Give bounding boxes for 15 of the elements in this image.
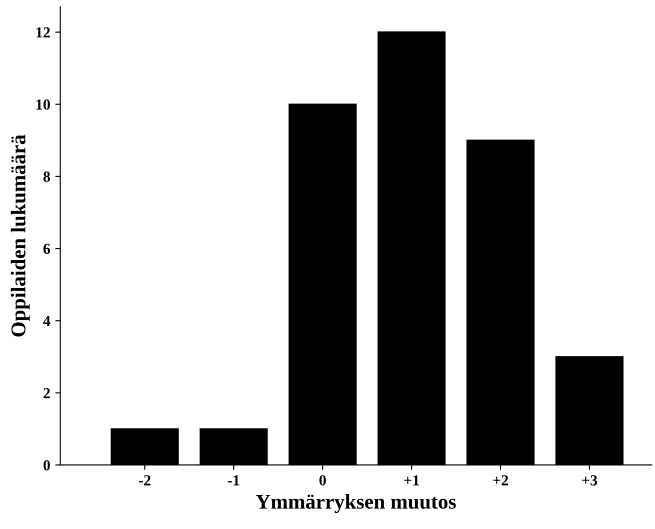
x-tick-label: -1 <box>228 475 240 486</box>
x-tick-label: 0 <box>319 475 326 486</box>
y-axis-title: Oppilaiden lukumäärä <box>10 134 30 337</box>
y-tick-label: 12 <box>36 27 50 38</box>
x-tick-label: +2 <box>493 475 508 486</box>
y-tick-label: 4 <box>43 316 50 326</box>
y-tick-label: 10 <box>36 99 50 110</box>
y-tick-label: 8 <box>43 172 50 182</box>
y-tick-label: 0 <box>43 460 50 470</box>
x-tick-label: -2 <box>138 475 150 486</box>
y-tick-label: 2 <box>44 388 50 398</box>
x-tick-label: +3 <box>582 475 598 486</box>
x-axis-title: Ymmärryksen muutos <box>256 494 456 514</box>
y-tick-label: 6 <box>43 244 50 254</box>
x-tick-label: +1 <box>404 475 419 486</box>
